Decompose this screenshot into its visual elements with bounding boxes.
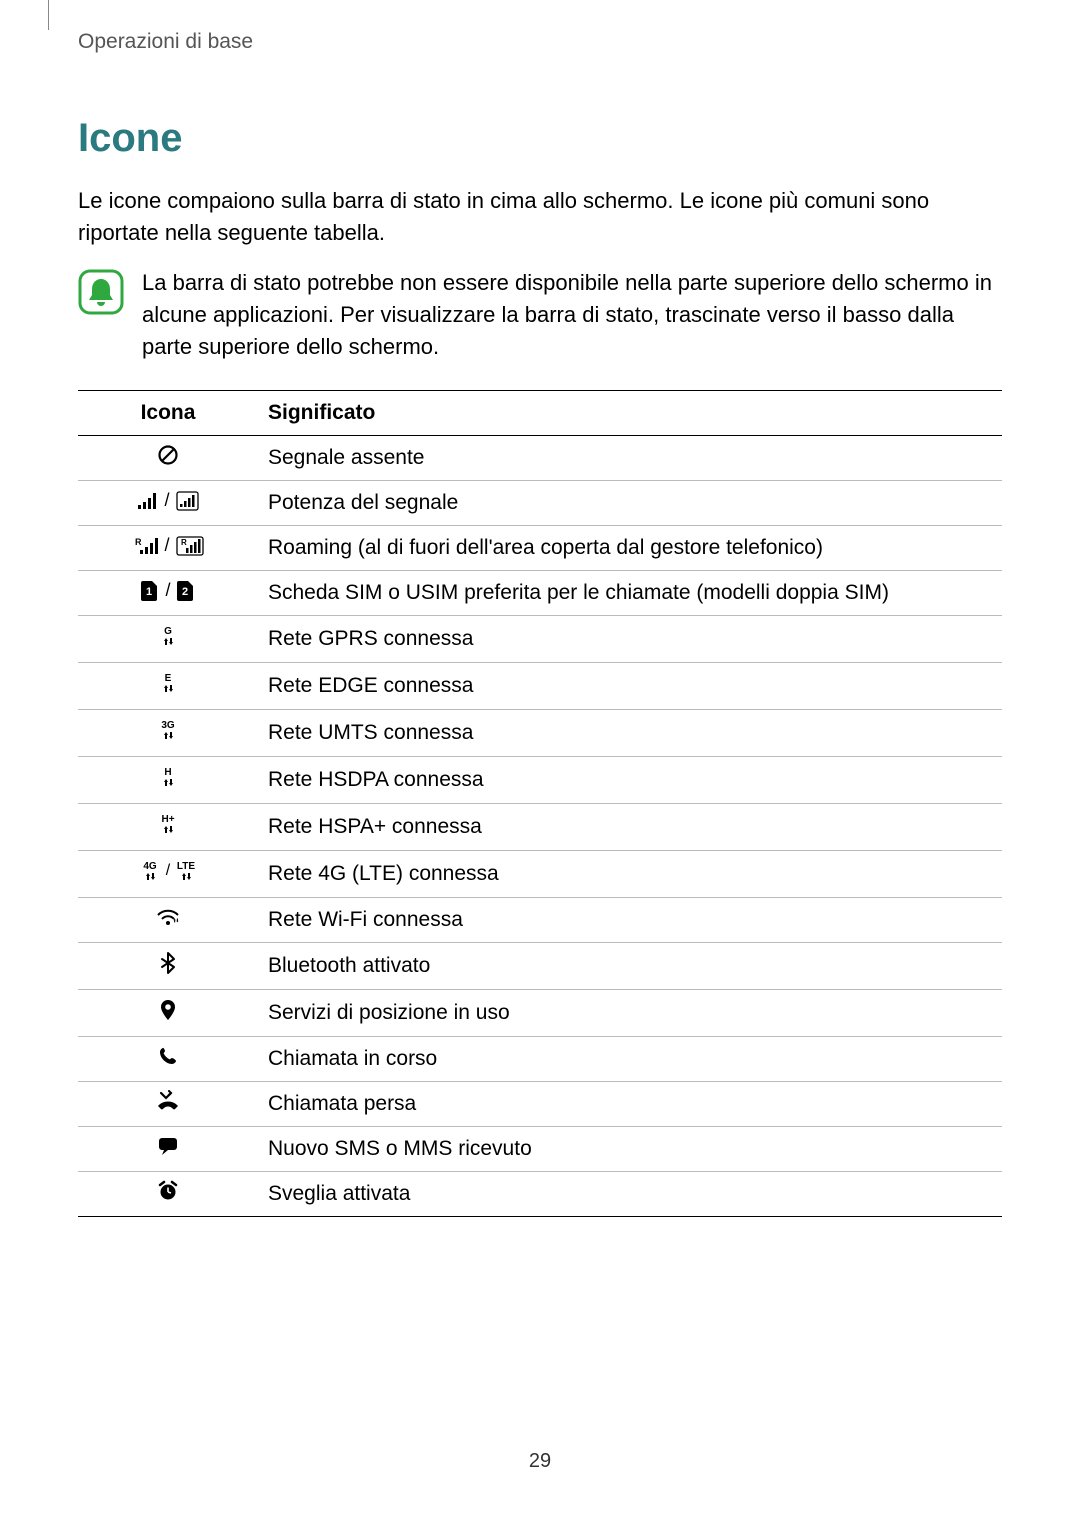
- svg-text:3G: 3G: [161, 720, 175, 731]
- svg-text:2: 2: [181, 586, 187, 598]
- meaning-cell: Roaming (al di fuori dell'area coperta d…: [258, 526, 1002, 571]
- sim-pair-icon: 1 / 2: [78, 571, 258, 616]
- bluetooth-icon: [78, 943, 258, 990]
- table-row: E Rete EDGE connessa: [78, 663, 1002, 710]
- no-signal-icon: [78, 436, 258, 481]
- table-row: Sveglia attivata: [78, 1172, 1002, 1217]
- meaning-cell: Bluetooth attivato: [258, 943, 1002, 990]
- meaning-cell: Nuovo SMS o MMS ricevuto: [258, 1127, 1002, 1172]
- table-row: Bluetooth attivato: [78, 943, 1002, 990]
- table-row: 4G / LTE Rete 4G (LTE) connessa: [78, 851, 1002, 898]
- table-row: Segnale assente: [78, 436, 1002, 481]
- meaning-cell: Scheda SIM o USIM preferita per le chiam…: [258, 571, 1002, 616]
- page-number: 29: [0, 1450, 1080, 1473]
- note-text: La barra di stato potrebbe non essere di…: [142, 267, 1002, 363]
- location-icon: [78, 990, 258, 1037]
- table-row: G Rete GPRS connessa: [78, 616, 1002, 663]
- table-header-row: Icona Significato: [78, 391, 1002, 436]
- svg-text:E: E: [165, 673, 172, 684]
- table-row: Chiamata in corso: [78, 1037, 1002, 1082]
- section-title: Icone: [78, 116, 1002, 161]
- svg-text:H+: H+: [161, 814, 174, 825]
- svg-text:R: R: [181, 538, 187, 547]
- icons-table: Icona Significato Segnale assente/Potenz…: [78, 390, 1002, 1217]
- svg-text:LTE: LTE: [177, 861, 195, 872]
- svg-text:G: G: [164, 626, 172, 637]
- net-4g-lte-icon: 4G / LTE: [78, 851, 258, 898]
- net-3g-icon: 3G: [78, 710, 258, 757]
- meaning-cell: Rete Wi-Fi connessa: [258, 898, 1002, 943]
- meaning-cell: Rete 4G (LTE) connessa: [258, 851, 1002, 898]
- roaming-pair-icon: R / R: [78, 526, 258, 571]
- table-row: Chiamata persa: [78, 1082, 1002, 1127]
- wifi-icon: [78, 898, 258, 943]
- svg-text:4G: 4G: [143, 861, 157, 872]
- svg-text:1: 1: [146, 586, 152, 598]
- net-h-icon: H: [78, 757, 258, 804]
- meaning-cell: Rete HSDPA connessa: [258, 757, 1002, 804]
- meaning-cell: Segnale assente: [258, 436, 1002, 481]
- meaning-cell: Sveglia attivata: [258, 1172, 1002, 1217]
- meaning-cell: Rete EDGE connessa: [258, 663, 1002, 710]
- meaning-cell: Chiamata in corso: [258, 1037, 1002, 1082]
- signal-pair-icon: /: [78, 481, 258, 526]
- table-row: H+ Rete HSPA+ connessa: [78, 804, 1002, 851]
- table-row: 3G Rete UMTS connessa: [78, 710, 1002, 757]
- net-e-icon: E: [78, 663, 258, 710]
- svg-text:H: H: [164, 767, 171, 778]
- table-row: /Potenza del segnale: [78, 481, 1002, 526]
- table-row: H Rete HSDPA connessa: [78, 757, 1002, 804]
- meaning-cell: Chiamata persa: [258, 1082, 1002, 1127]
- table-row: Nuovo SMS o MMS ricevuto: [78, 1127, 1002, 1172]
- missed-call-icon: [78, 1082, 258, 1127]
- svg-text:R: R: [135, 537, 142, 547]
- meaning-cell: Potenza del segnale: [258, 481, 1002, 526]
- table-row: 1 / 2 Scheda SIM o USIM preferita per le…: [78, 571, 1002, 616]
- table-row: Servizi di posizione in uso: [78, 990, 1002, 1037]
- alarm-icon: [78, 1172, 258, 1217]
- meaning-cell: Rete HSPA+ connessa: [258, 804, 1002, 851]
- net-g-icon: G: [78, 616, 258, 663]
- meaning-cell: Rete UMTS connessa: [258, 710, 1002, 757]
- intro-text: Le icone compaiono sulla barra di stato …: [78, 185, 1002, 249]
- net-hplus-icon: H+: [78, 804, 258, 851]
- margin-rule: [48, 0, 49, 30]
- call-icon: [78, 1037, 258, 1082]
- breadcrumb: Operazioni di base: [78, 30, 1002, 54]
- bell-note-icon: [78, 269, 124, 320]
- col-header-icon: Icona: [78, 391, 258, 436]
- note-block: La barra di stato potrebbe non essere di…: [78, 267, 1002, 363]
- table-row: R / R Roaming (al di fuori dell'area cop…: [78, 526, 1002, 571]
- table-row: Rete Wi-Fi connessa: [78, 898, 1002, 943]
- col-header-meaning: Significato: [258, 391, 1002, 436]
- message-icon: [78, 1127, 258, 1172]
- meaning-cell: Rete GPRS connessa: [258, 616, 1002, 663]
- meaning-cell: Servizi di posizione in uso: [258, 990, 1002, 1037]
